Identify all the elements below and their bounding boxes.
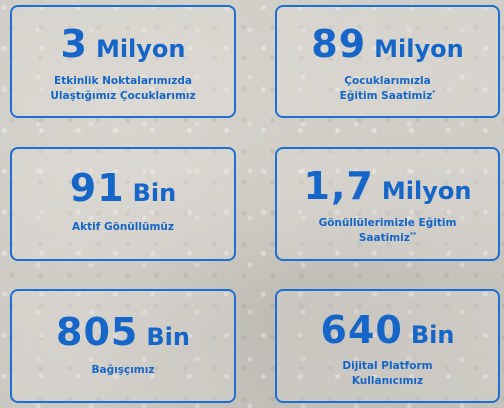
stat-caption-line: Ulaştığımız Çocuklarımız [50, 90, 196, 102]
stat-number: 1,7 [303, 164, 374, 208]
stat-card-volunteer-hours: 1,7 Milyon Gönüllülerimizle Eğitim Saati… [275, 147, 500, 261]
footnote-mark: ** [409, 231, 417, 239]
stat-card-children-reached: 3 Milyon Etkinlik Noktalarımızda Ulaştığ… [10, 5, 236, 118]
stat-unit: Milyon [374, 35, 464, 63]
stat-number: 640 [320, 308, 403, 352]
stat-caption-line: Gönüllülerimizle Eğitim [318, 217, 457, 229]
stat-caption-line: Çocuklarımızla [344, 75, 431, 87]
stat-unit: Milyon [95, 35, 186, 63]
footnote-mark: * [432, 89, 436, 97]
stat-caption-line: Etkinlik Noktalarımızda [54, 75, 192, 87]
stat-card-digital-users: 640 Bin Dijital Platform Kullanıcımız [275, 289, 500, 403]
stat-figure: 805 Bin [12, 313, 234, 351]
stat-figure: 91 Bin [12, 169, 234, 207]
stat-number: 89 [311, 22, 367, 66]
stat-figure: 1,7 Milyon [277, 167, 498, 205]
stat-caption: Gönüllülerimizle Eğitim Saatimiz** [277, 216, 498, 246]
stat-caption-text: Saatimiz [358, 232, 410, 244]
stat-figure: 640 Bin [277, 311, 498, 349]
stat-card-active-volunteers: 91 Bin Aktif Gönüllümüz [10, 147, 236, 261]
stat-caption: Çocuklarımızla Eğitim Saatimiz* [277, 74, 498, 104]
stat-caption: Dijital Platform Kullanıcımız [277, 359, 498, 389]
stat-caption-line: Dijital Platform [342, 360, 433, 372]
stat-number: 91 [69, 166, 125, 210]
stat-caption-line: Eğitim Saatimiz* [277, 89, 498, 104]
stat-unit: Milyon [381, 177, 472, 205]
stat-unit: Bin [146, 323, 190, 351]
stat-caption-line: Bağışçımız [91, 364, 155, 376]
stat-caption-line: Aktif Gönüllümüz [72, 221, 174, 233]
stat-caption-line: Kullanıcımız [351, 375, 424, 387]
stat-number: 805 [56, 310, 139, 354]
stat-caption: Etkinlik Noktalarımızda Ulaştığımız Çocu… [12, 74, 234, 104]
stat-unit: Bin [410, 321, 455, 349]
stat-card-education-hours: 89 Milyon Çocuklarımızla Eğitim Saatimiz… [275, 5, 500, 118]
stat-figure: 3 Milyon [12, 25, 234, 63]
stat-card-donors: 805 Bin Bağışçımız [10, 289, 236, 403]
stat-caption: Aktif Gönüllümüz [12, 220, 234, 235]
stat-caption-line: Saatimiz** [277, 231, 498, 246]
stat-caption: Bağışçımız [12, 363, 234, 378]
stat-figure: 89 Milyon [277, 25, 498, 63]
stat-caption-text: Eğitim Saatimiz [339, 90, 433, 102]
stat-unit: Bin [132, 179, 177, 207]
stat-number: 3 [60, 22, 88, 66]
